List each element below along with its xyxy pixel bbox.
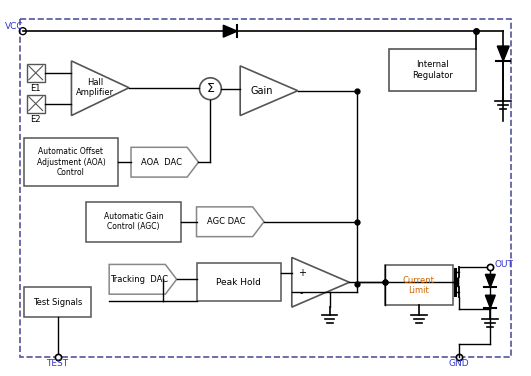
Text: Hall
Amplifier: Hall Amplifier (76, 78, 114, 97)
Text: Test Signals: Test Signals (33, 298, 82, 307)
Text: -: - (300, 288, 304, 298)
Text: AOA  DAC: AOA DAC (141, 158, 182, 167)
Text: Peak Hold: Peak Hold (216, 278, 261, 287)
Text: OUT: OUT (494, 260, 513, 269)
Text: AGC DAC: AGC DAC (207, 217, 246, 226)
Text: Current
Limit: Current Limit (403, 276, 435, 295)
Text: Internal
Regulator: Internal Regulator (412, 60, 453, 80)
Text: E2: E2 (30, 115, 41, 124)
Text: Automatic Offset
Adjustment (AOA)
Control: Automatic Offset Adjustment (AOA) Contro… (37, 147, 105, 177)
Text: Automatic Gain
Control (AGC): Automatic Gain Control (AGC) (104, 212, 164, 232)
Text: Gain: Gain (251, 86, 273, 96)
Polygon shape (485, 295, 495, 308)
Polygon shape (485, 274, 495, 287)
Polygon shape (497, 46, 509, 61)
Text: +: + (298, 268, 306, 278)
Text: GND: GND (448, 359, 469, 368)
Polygon shape (224, 25, 237, 37)
Text: E1: E1 (30, 84, 41, 93)
Polygon shape (455, 277, 459, 287)
Text: Tracking  DAC: Tracking DAC (110, 275, 168, 284)
Text: TEST: TEST (47, 359, 68, 368)
Text: Σ: Σ (207, 82, 215, 95)
Text: VCC: VCC (5, 22, 23, 31)
